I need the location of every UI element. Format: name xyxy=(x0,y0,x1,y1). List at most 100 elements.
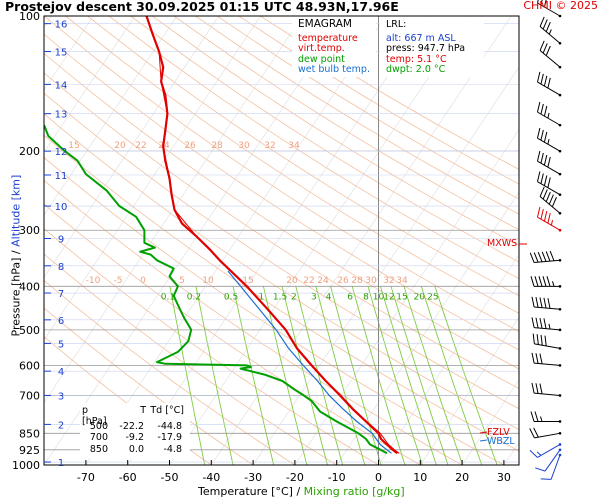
wind-barb-flag xyxy=(536,171,541,182)
wind-barb-flag xyxy=(530,411,535,422)
wind-barb-half-flag xyxy=(536,451,542,456)
x-axis-temperature-label: Temperature [°C] xyxy=(198,485,293,498)
mixing-ratio-label: 1.5 xyxy=(273,292,287,302)
temperature-tick-label: -40 xyxy=(202,471,220,484)
wind-barb-staff xyxy=(534,343,561,349)
dry-adiabat-label: 22 xyxy=(303,276,314,286)
wind-barb-half-flag xyxy=(547,138,550,145)
dry-adiabat-line xyxy=(87,16,519,297)
wind-barb-staff xyxy=(537,160,561,175)
wind-barb-staff xyxy=(539,26,561,44)
mixing-ratio-label: 12 xyxy=(383,292,394,302)
dry-adiabat-line xyxy=(44,134,519,452)
chart-series xyxy=(44,16,400,455)
wind-barb-dot xyxy=(558,14,562,18)
altitude-tick-label: 8 xyxy=(58,262,64,273)
temperature-tick-label: 10 xyxy=(413,471,427,484)
wind-barb-dot xyxy=(558,211,562,215)
pressure-tick-label: 925 xyxy=(19,444,40,457)
wind-barb-flag xyxy=(543,175,548,186)
mixing-ratio-label: 0.5 xyxy=(224,292,238,302)
skew-grid-line xyxy=(378,253,519,465)
wind-barb-staff xyxy=(537,216,561,231)
y-axis-pressure-label: Pressure [hPa] xyxy=(9,257,23,337)
wind-barb-flag xyxy=(534,411,539,422)
wind-barb-flag xyxy=(547,156,551,168)
legend-temperature: temperature xyxy=(298,32,358,44)
wind-barb-half-flag xyxy=(548,323,551,330)
temperature-tick-label: -50 xyxy=(161,471,179,484)
wind-barb-flag xyxy=(540,152,544,164)
temperature-tick-label: -10 xyxy=(328,471,346,484)
dry-adiabat-line xyxy=(44,179,463,465)
table-row: 500 -22.2 -44.8 xyxy=(80,421,190,433)
wind-barb-flag xyxy=(537,251,543,263)
wind-barb-staff xyxy=(534,306,561,310)
y-axis-label: Pressure [hPa] / Altitude [km] xyxy=(9,175,23,337)
wind-barb-flag xyxy=(530,276,535,287)
table-cell-td: -44.8 xyxy=(157,420,182,432)
wind-barb-flag xyxy=(544,335,547,347)
wind-barb-flag xyxy=(546,276,551,287)
wind-barb-flag xyxy=(531,296,535,308)
altitude-tick-label: 4 xyxy=(58,367,64,378)
series-line-temperature xyxy=(145,16,398,455)
wind-barb-flag xyxy=(540,208,544,220)
wind-barb-staff xyxy=(539,196,561,214)
wind-barb-staff xyxy=(537,181,561,196)
skew-grid-line xyxy=(0,16,10,465)
mixing-ratio-line xyxy=(295,286,344,465)
wind-barb-flag xyxy=(529,449,538,458)
lrl-dwpt: dwpt: 2.0 °C xyxy=(386,64,446,75)
skew-grid-line xyxy=(294,128,519,465)
wind-barb-staff xyxy=(534,392,561,396)
table-header: p [hPa] T Td [°C] xyxy=(80,405,190,427)
mixing-ratio-line xyxy=(403,286,464,465)
skew-grid-line xyxy=(503,441,519,465)
wind-barb-dot xyxy=(558,443,562,446)
fzlv-marker xyxy=(479,431,488,434)
wind-barb-flag xyxy=(536,150,541,162)
altitude-tick-label: 11 xyxy=(55,171,68,182)
table-cell-p: 850 xyxy=(89,443,108,455)
dry-adiabat-label: 32 xyxy=(383,276,394,286)
wind-barb-half-flag xyxy=(548,29,552,35)
dry-adiabat-label: 26 xyxy=(337,276,349,286)
mixing-ratio-label: 0.1 xyxy=(161,292,175,302)
pressure-tick-label: 700 xyxy=(19,389,40,402)
wind-barb-flag xyxy=(540,129,544,141)
dry-adiabat-label: -5 xyxy=(114,276,123,286)
pressure-tick-label: 100 xyxy=(19,10,40,23)
wind-barb-flag xyxy=(536,71,541,83)
altitude-tick-label: 3 xyxy=(58,391,64,402)
wind-barb-flag xyxy=(539,186,545,197)
dry-adiabat-line xyxy=(152,16,519,247)
altitude-tick-label: 6 xyxy=(58,316,64,327)
dry-adiabat-line xyxy=(130,16,519,263)
skew-grid-line xyxy=(44,16,136,154)
wind-barb-flag xyxy=(534,276,539,287)
altitude-tick-label: 14 xyxy=(55,80,68,91)
table-cell-t: 0.0 xyxy=(128,443,144,455)
wind-barb-flag xyxy=(535,317,539,329)
mixing-ratio-label: 6 xyxy=(347,292,353,302)
dry-adiabat-line xyxy=(44,72,519,390)
skew-grid-line xyxy=(210,16,512,465)
mixing-ratio-label: 1 xyxy=(259,292,265,302)
wbzl-label: WBZL xyxy=(487,436,515,447)
series-line-dew-point xyxy=(44,124,388,455)
chart-title: Prostejov descent 30.09.2025 01:15 UTC 4… xyxy=(5,0,399,14)
legend-title: EMAGRAM xyxy=(298,18,352,30)
mixing-ratio-line xyxy=(390,286,449,465)
legend-dew-point: dew point xyxy=(298,53,345,65)
temperature-tick-label: -20 xyxy=(286,471,304,484)
altitude-tick-label: 5 xyxy=(58,339,64,350)
wind-barbs-panel xyxy=(529,0,562,480)
pressure-tick-label: 850 xyxy=(19,427,40,440)
wind-barb-flag xyxy=(543,318,547,329)
wind-barb-dot xyxy=(558,228,562,232)
skew-grid-line xyxy=(336,191,519,465)
wind-barb-staff xyxy=(537,111,561,126)
x-axis-label: Temperature [°C] / Mixing ratio [g/kg] xyxy=(198,485,405,498)
dry-adiabat-line xyxy=(65,16,519,314)
